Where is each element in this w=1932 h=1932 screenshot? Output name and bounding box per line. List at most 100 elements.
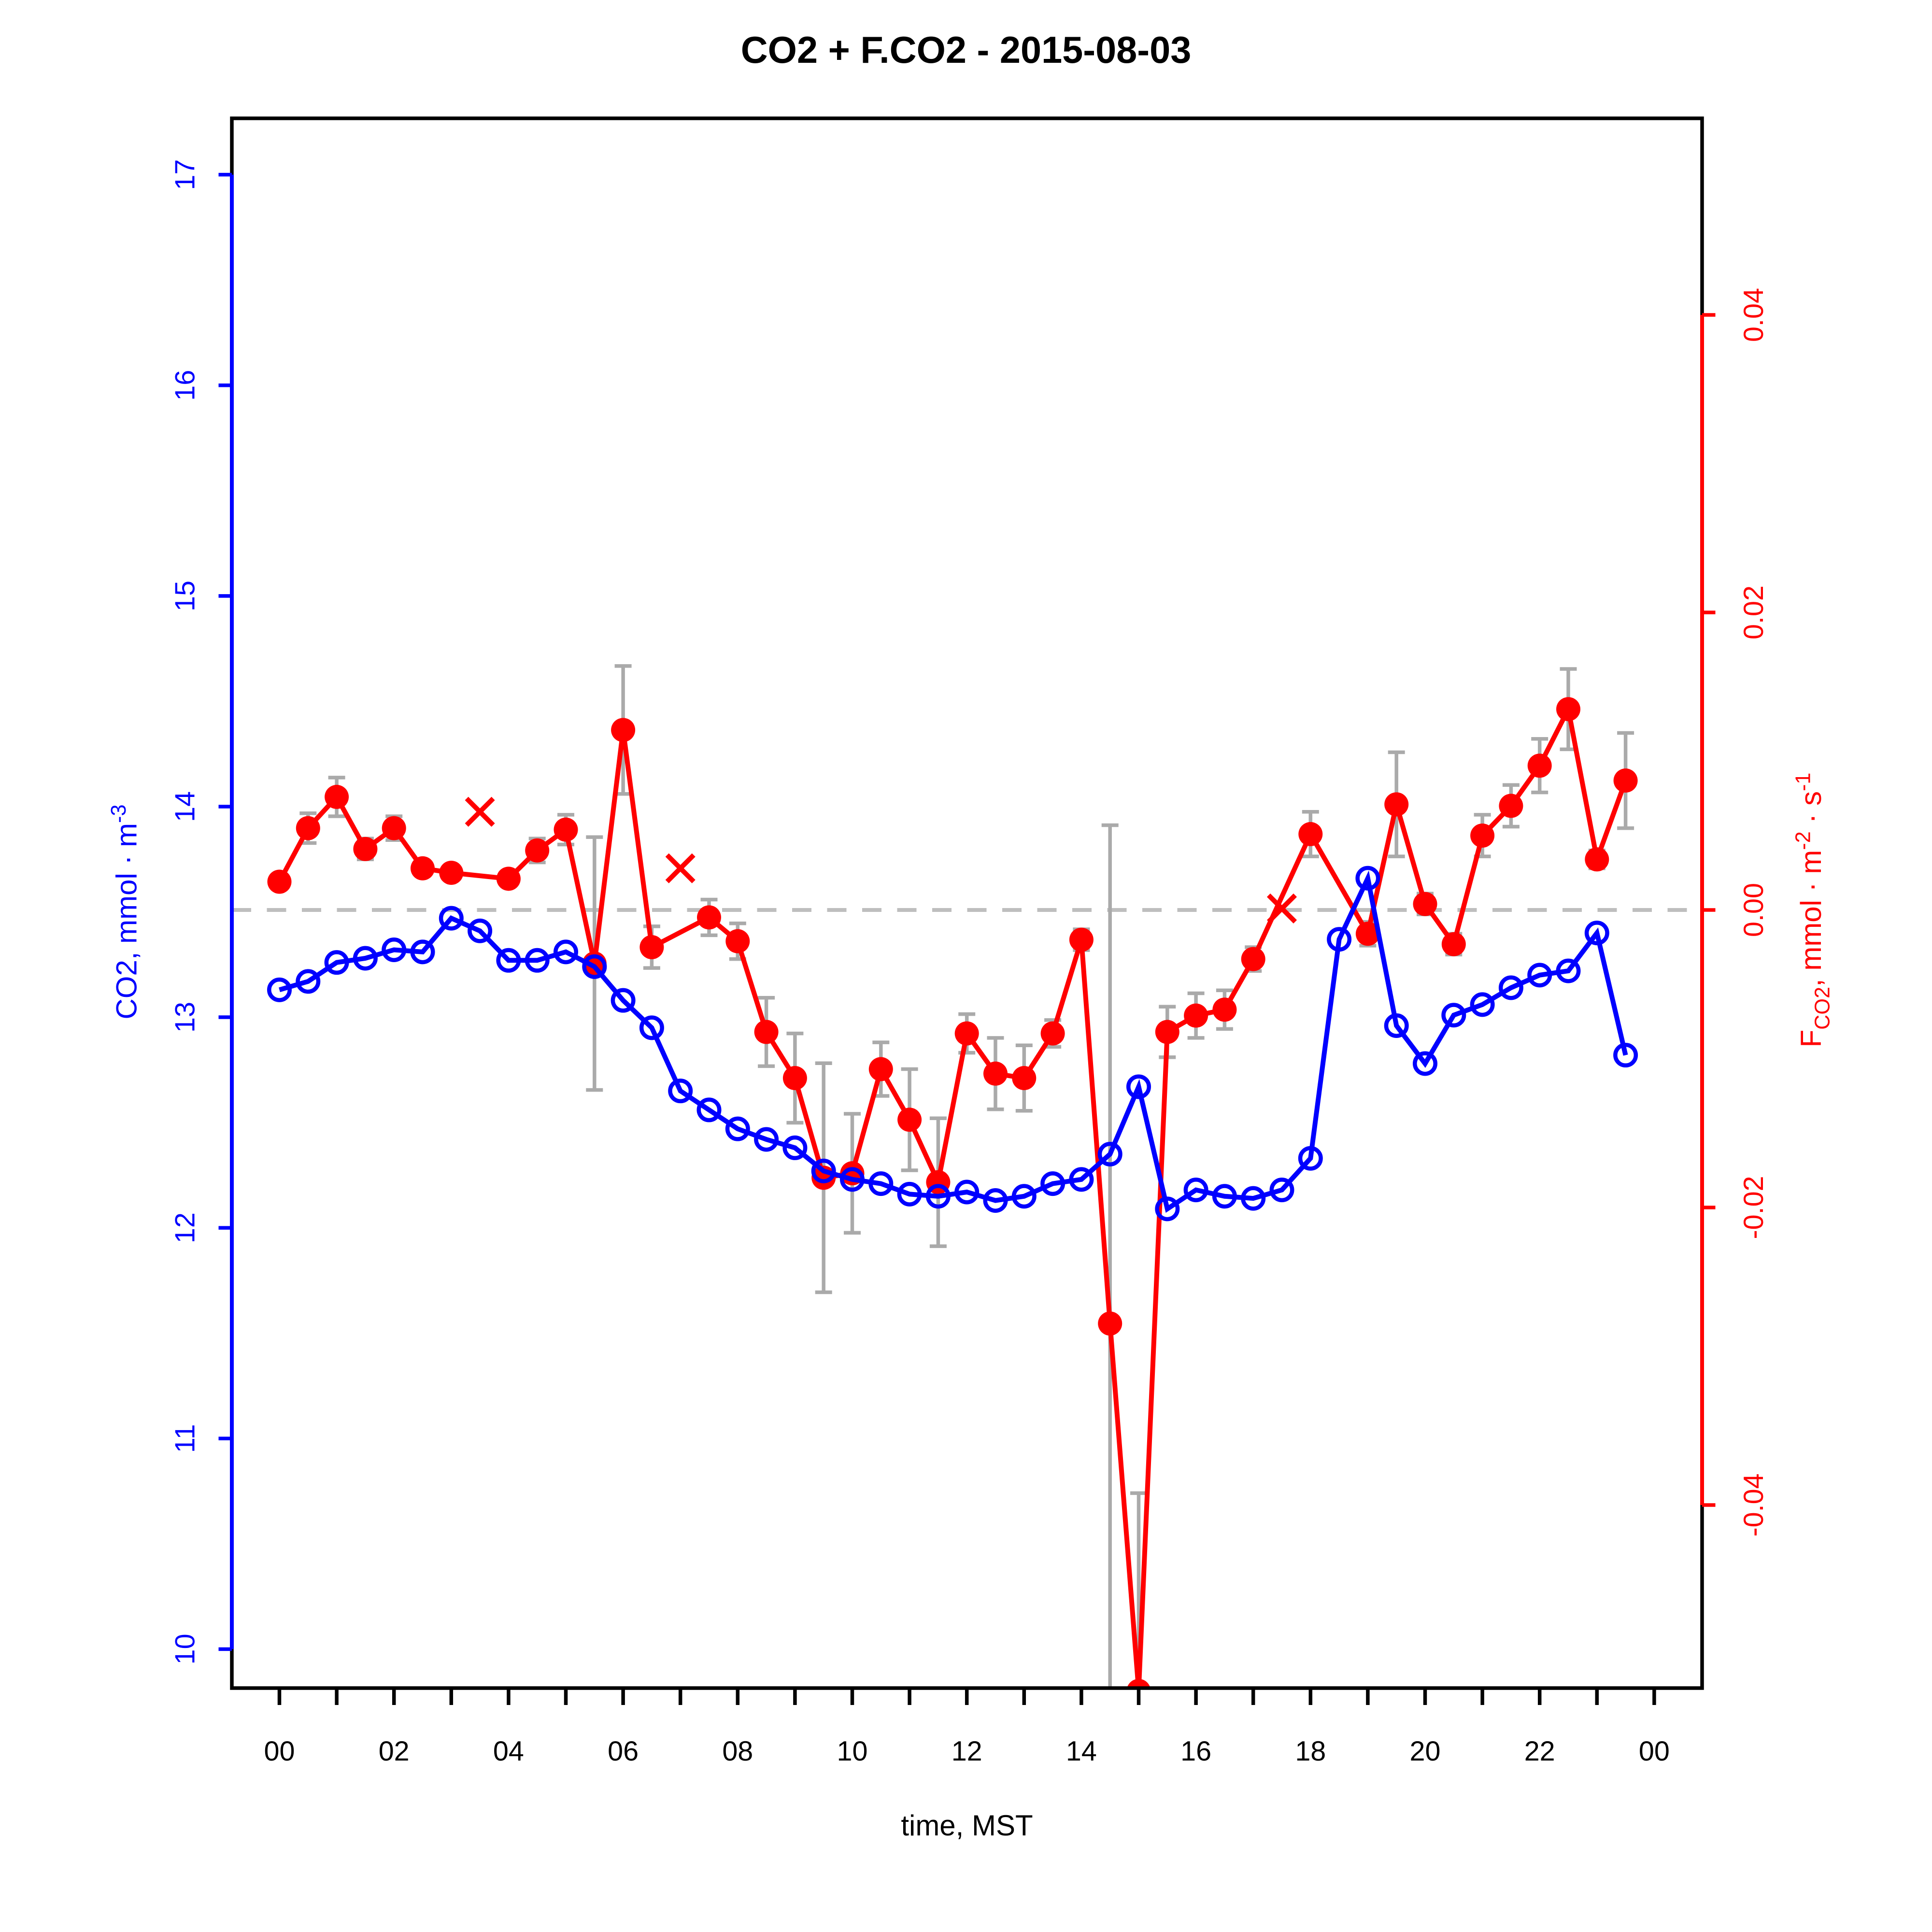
x-axis-tick-label: 00 <box>1639 1736 1670 1767</box>
co2-series-line <box>279 870 1628 1213</box>
x-axis-tick-label: 06 <box>608 1736 639 1767</box>
x-axis-title: time, MST <box>901 1809 1033 1842</box>
co2-point <box>554 939 579 965</box>
co2-point <box>1155 1196 1180 1222</box>
error-bars <box>270 664 1634 1688</box>
co2-point <box>1527 963 1552 988</box>
co2-point <box>1097 1142 1122 1167</box>
flagged-points <box>465 796 1297 923</box>
flux-point <box>411 856 435 881</box>
flux-point <box>1413 892 1437 916</box>
co2-point <box>782 1135 808 1160</box>
co2-point <box>1412 1051 1437 1076</box>
left-axis-tick-label: 16 <box>170 370 201 401</box>
co2-point <box>1183 1178 1208 1203</box>
co2-point <box>954 1179 980 1205</box>
co2-point <box>496 948 521 973</box>
flux-point <box>1069 927 1094 952</box>
flux-series-line <box>277 701 1628 1688</box>
left-axis-tick-label: 17 <box>170 159 201 190</box>
right-axis-title: FCO2, mmol · m-2 · s-1 <box>1792 773 1834 1048</box>
co2-point <box>1613 1043 1638 1068</box>
co2-point <box>811 1158 836 1183</box>
co2-point <box>1040 1171 1065 1196</box>
x-axis-tick-label: 18 <box>1295 1736 1326 1767</box>
co2-series <box>267 866 1638 1222</box>
flux-point <box>496 867 521 891</box>
left-axis: 10 11 12 13 14 15 16 17 CO2, mmol · m-3 <box>107 159 234 1664</box>
right-axis: -0.04 -0.02 0.00 0.02 0.04 FCO2, mmol · m-2 ·… <box>1700 288 1834 1537</box>
co2-point <box>1298 1146 1323 1171</box>
left-axis-tick-label: 10 <box>170 1634 201 1664</box>
x-axis-tick-label: 10 <box>837 1736 868 1767</box>
left-axis-tick-label: 14 <box>170 791 201 822</box>
flux-point <box>611 718 636 742</box>
right-axis-tick-label: 0.00 <box>1738 883 1769 937</box>
flux-point <box>525 838 550 863</box>
left-axis-tick-label: 12 <box>170 1212 200 1243</box>
plot-frame <box>230 116 1704 1690</box>
co2-point <box>582 954 607 979</box>
co2-point <box>868 1171 894 1196</box>
co2-point <box>668 1079 693 1104</box>
flux-point <box>782 1066 807 1091</box>
flux-point <box>1355 922 1380 946</box>
flagged-point-x <box>665 853 696 883</box>
flux-point <box>1585 847 1609 872</box>
flux-point <box>1098 1311 1122 1336</box>
x-axis-tick-label: 20 <box>1410 1736 1441 1767</box>
co2-point <box>897 1181 922 1207</box>
flux-point <box>639 935 664 959</box>
flux-point <box>439 861 464 885</box>
flux-point <box>1470 824 1495 848</box>
flux-point <box>1384 792 1409 817</box>
flux-point <box>1241 947 1265 971</box>
flux-point <box>868 1057 893 1081</box>
flux-point <box>725 929 750 953</box>
co2-point <box>353 946 378 971</box>
co2-point <box>525 948 550 973</box>
flux-point <box>754 1020 779 1044</box>
co2-point <box>1212 1184 1237 1209</box>
x-axis-tick-label: 14 <box>1066 1736 1097 1767</box>
co2-point <box>1441 1003 1466 1028</box>
co2-point <box>839 1167 865 1192</box>
co2-point <box>639 1015 664 1040</box>
flux-point <box>983 1061 1008 1086</box>
flux-point <box>1527 753 1552 778</box>
right-axis-tick-label: 0.02 <box>1738 585 1769 639</box>
flux-point <box>296 816 320 840</box>
co2-point <box>1584 921 1609 946</box>
co2-point <box>754 1127 779 1152</box>
co2-point <box>324 950 349 975</box>
flux-series <box>267 697 1638 1688</box>
flagged-point-x <box>1266 893 1297 923</box>
flux-point <box>1012 1066 1037 1091</box>
co2-point <box>1355 866 1380 891</box>
co2-point <box>983 1188 1008 1213</box>
co2-point <box>1069 1167 1094 1192</box>
left-axis-tick-label: 11 <box>170 1424 200 1453</box>
flux-point <box>554 817 578 842</box>
co2-point <box>696 1097 722 1122</box>
x-axis-tick-label: 12 <box>952 1736 982 1767</box>
flux-point <box>1184 1003 1208 1028</box>
flux-point <box>1441 932 1466 956</box>
flux-point <box>1040 1021 1065 1046</box>
co2-point <box>382 937 407 962</box>
co2-point <box>1556 958 1581 983</box>
co2-point <box>468 918 493 943</box>
flux-point <box>1127 1679 1151 1688</box>
x-axis-tick-label: 04 <box>493 1736 524 1767</box>
x-axis-tick-label: 02 <box>379 1736 410 1767</box>
flux-point <box>1499 794 1523 818</box>
right-axis-tick-label: -0.02 <box>1738 1176 1769 1239</box>
co2-point <box>267 977 292 1002</box>
co2-point <box>410 939 435 965</box>
co2-point <box>1011 1184 1037 1209</box>
co2-point <box>611 988 636 1013</box>
left-axis-tick-label: 13 <box>170 1002 201 1033</box>
